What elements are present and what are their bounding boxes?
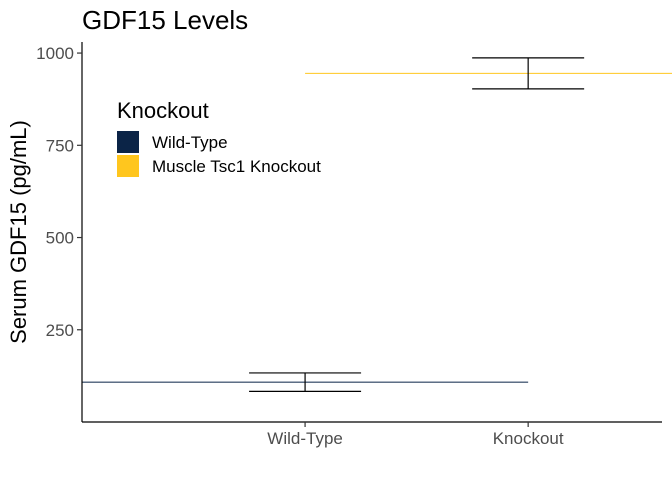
legend-swatch [117, 155, 139, 177]
legend-swatch [117, 131, 139, 153]
y-tick-label: 1000 [36, 44, 74, 63]
y-tick-label: 500 [46, 229, 74, 248]
x-tick-label: Wild-Type [267, 429, 343, 448]
x-ticks: Wild-Type Knockout [267, 422, 564, 448]
y-tick-label: 250 [46, 321, 74, 340]
y-axis-title: Serum GDF15 (pg/mL) [6, 120, 31, 344]
y-ticks: 250 500 750 1000 [36, 44, 82, 340]
legend: Knockout Wild-Type Muscle Tsc1 Knockout [117, 98, 321, 177]
y-tick-label: 750 [46, 136, 74, 155]
legend-label: Muscle Tsc1 Knockout [152, 157, 321, 176]
bar-knockout [305, 72, 672, 74]
x-tick-label: Knockout [493, 429, 564, 448]
legend-label: Wild-Type [152, 133, 228, 152]
legend-title: Knockout [117, 98, 209, 123]
chart-title: GDF15 Levels [82, 5, 248, 35]
errorbars-layer [249, 57, 585, 392]
